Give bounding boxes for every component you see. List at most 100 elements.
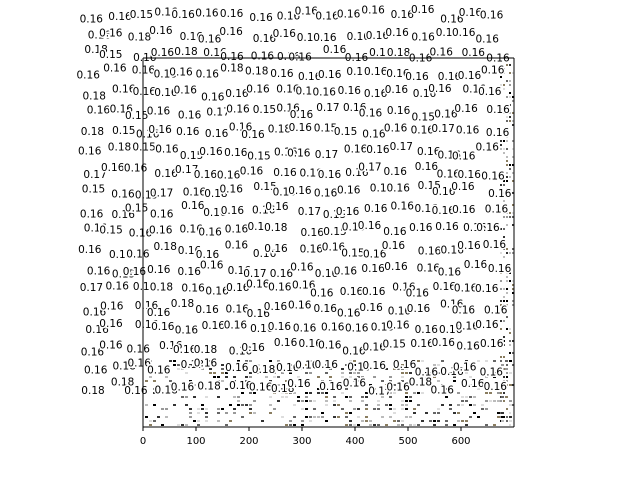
- heatmap-cell: [197, 424, 200, 426]
- heatmap-cell: [512, 300, 514, 302]
- cell-value-label: 0.15: [247, 150, 270, 162]
- heatmap-cell: [293, 424, 296, 426]
- heatmap-cell: [145, 380, 148, 382]
- heatmap-cell: [500, 76, 502, 78]
- cell-value-label: 0.16: [171, 381, 195, 393]
- heatmap-cell: [413, 408, 416, 410]
- heatmap-cell: [305, 396, 308, 398]
- heatmap-cell: [221, 380, 224, 382]
- x-tick-label: 0: [140, 436, 146, 447]
- heatmap-cell: [506, 364, 508, 366]
- cell-value-label: 0.16: [371, 321, 395, 333]
- cell-value-label: 0.16: [369, 47, 393, 59]
- cell-value-label: 0.16: [463, 84, 487, 96]
- heatmap-cell: [309, 360, 312, 362]
- heatmap-cell: [245, 360, 248, 362]
- heatmap-cell: [421, 380, 424, 382]
- heatmap-cell: [503, 72, 505, 74]
- heatmap-cell: [225, 372, 228, 374]
- heatmap-cell: [500, 252, 502, 254]
- heatmap-cell: [361, 400, 364, 402]
- heatmap-cell: [389, 408, 392, 410]
- heatmap-cell: [369, 424, 372, 426]
- annotation-labels: 0.16 0.160.15 0.160.16 0.16 0.16 0.16 0.160.16…: [75, 3, 513, 399]
- heatmap-cell: [445, 396, 448, 398]
- heatmap-cell: [433, 412, 436, 414]
- heatmap-cell: [473, 396, 476, 398]
- heatmap-cell: [349, 420, 352, 422]
- heatmap-cell: [445, 388, 448, 390]
- heatmap-cell: [277, 376, 280, 378]
- cell-value-label: 0.16: [344, 144, 368, 156]
- heatmap-cell: [506, 372, 508, 374]
- cell-value-label: 0.16: [99, 340, 123, 352]
- heatmap-cell: [453, 412, 456, 414]
- cell-value-label: 0.16: [99, 28, 123, 40]
- heatmap-cell: [506, 272, 508, 274]
- heatmap-cell: [305, 392, 308, 394]
- cell-value-label: 0.15: [132, 141, 155, 153]
- cell-value-label: 0.16: [287, 148, 311, 160]
- heatmap-cell: [185, 396, 188, 398]
- cell-value-label: 0.16: [154, 168, 178, 180]
- heatmap-cell: [241, 388, 244, 390]
- cell-value-label: 0.16: [99, 318, 123, 330]
- heatmap-cell: [500, 288, 502, 290]
- cell-value-label: 0.16: [457, 240, 481, 252]
- cell-value-label: 0.16: [410, 338, 434, 350]
- heatmap-cell: [149, 424, 152, 426]
- cell-value-label: 0.16: [370, 183, 394, 195]
- cell-value-label: 0.16: [147, 105, 171, 117]
- cell-value-label: 0.16: [264, 301, 288, 313]
- heatmap-cell: [503, 304, 505, 306]
- heatmap-cell: [509, 112, 511, 114]
- heatmap-cell: [503, 236, 505, 238]
- heatmap-cell: [205, 416, 208, 418]
- heatmap-cell: [503, 228, 505, 230]
- cell-value-label: 0.18: [171, 298, 194, 310]
- heatmap-cell: [213, 360, 216, 362]
- cell-value-label: 0.16: [342, 345, 366, 357]
- heatmap-cell: [512, 120, 514, 122]
- heatmap-cell: [509, 340, 511, 342]
- heatmap-cell: [453, 376, 456, 378]
- cell-value-label: 0.16: [383, 226, 407, 238]
- x-tick-label: 600: [451, 436, 470, 447]
- heatmap-cell: [169, 384, 172, 386]
- cell-value-label: 0.16: [475, 283, 499, 295]
- heatmap-cell: [281, 396, 284, 398]
- cell-value-label: 0.16: [343, 377, 367, 389]
- heatmap-cell: [501, 364, 504, 366]
- cell-value-label: 0.15: [341, 248, 364, 260]
- heatmap-cell: [506, 156, 508, 158]
- heatmap-cell: [281, 392, 284, 394]
- cell-value-label: 0.16: [224, 147, 248, 159]
- cell-value-label: 0.16: [393, 359, 417, 371]
- cell-value-label: 0.16: [454, 283, 478, 295]
- heatmap-cell: [165, 392, 168, 394]
- cell-value-label: 0.16: [293, 322, 317, 334]
- cell-value-label: 0.16: [226, 282, 250, 294]
- heatmap-cell: [333, 400, 336, 402]
- cell-value-label: 0.16: [78, 146, 102, 158]
- cell-value-label: 0.16: [151, 321, 175, 333]
- heatmap-cell: [301, 368, 304, 370]
- cell-value-label: 0.16: [359, 302, 383, 314]
- heatmap-cell: [313, 360, 316, 362]
- cell-value-label: 0.15: [253, 104, 276, 116]
- cell-value-label: 0.16: [274, 147, 298, 159]
- heatmap-cell: [269, 404, 272, 406]
- heatmap-cell: [173, 360, 176, 362]
- cell-value-label: 0.15: [418, 180, 441, 192]
- heatmap-cell: [269, 368, 272, 370]
- cell-value-label: 0.16: [126, 249, 150, 261]
- heatmap-cell: [357, 416, 360, 418]
- cell-value-label: 0.16: [363, 360, 387, 372]
- cell-value-label: 0.16: [290, 109, 314, 121]
- cell-value-label: 0.15: [412, 111, 435, 123]
- cell-value-label: 0.16: [205, 285, 229, 297]
- cell-value-label: 0.16: [229, 380, 253, 392]
- cell-value-label: 0.16: [147, 307, 171, 319]
- heatmap-cell: [321, 380, 324, 382]
- cell-value-label: 0.16: [225, 88, 249, 100]
